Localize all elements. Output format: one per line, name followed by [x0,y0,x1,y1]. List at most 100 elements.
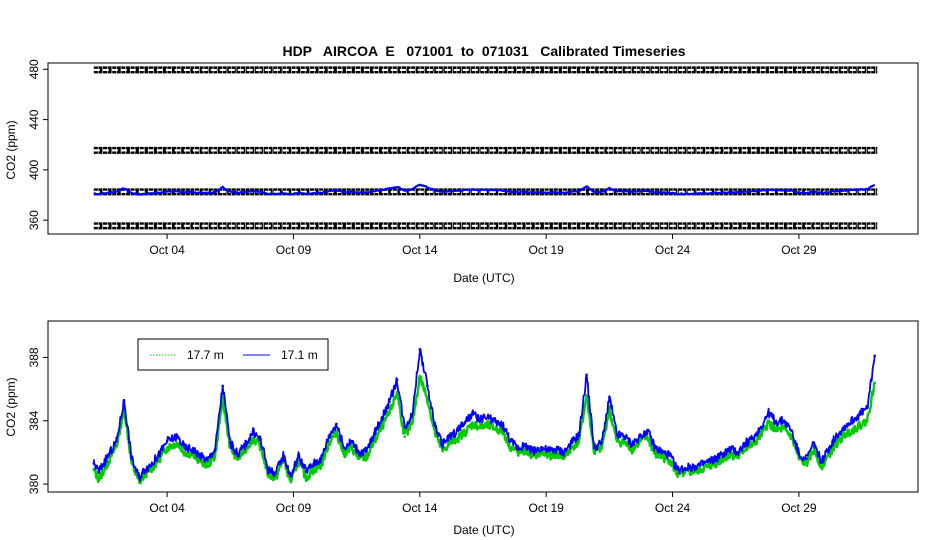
data-point [646,429,649,432]
legend-label-17-1m: 17.1 m [281,348,318,362]
data-point [388,411,391,415]
data-point [547,449,550,453]
top-plot-frame [47,62,919,235]
data-point [858,413,861,416]
data-point [592,446,596,450]
x-tick-label: Oct 14 [402,243,438,257]
data-point [259,438,262,442]
data-point [143,468,146,472]
data-point [600,441,604,445]
data-point [827,446,831,450]
data-point [509,446,513,450]
data-point [706,460,710,464]
data-point [380,425,384,429]
data-point [805,457,808,461]
x-tick-label: Oct 24 [655,243,691,257]
data-point [767,411,770,415]
data-point [456,436,460,440]
data-point [213,454,217,457]
data-point [320,457,323,461]
data-point [165,440,169,443]
data-point [668,459,672,462]
x-tick-label: Oct 29 [781,243,817,257]
data-point [357,451,361,454]
data-point [585,373,588,377]
data-point [448,435,452,438]
x-tick-label: Oct 24 [655,501,691,515]
top-x-axis-title: Date (UTC) [453,271,514,285]
data-point [820,460,823,464]
data-point [282,454,285,457]
data-point [158,457,161,461]
data-point [122,398,126,402]
top-x-axis: Oct 04 Oct 09 Oct 14 Oct 19 Oct 24 Oct 29 [149,234,817,257]
data-point [676,473,679,476]
data-point [509,440,513,443]
data-point [115,444,118,448]
x-tick-label: Oct 29 [781,501,817,515]
data-point [115,440,118,443]
top-y-axis-title: CO2 (ppm) [4,120,18,179]
data-point [714,457,717,461]
data-point [448,441,452,445]
data-point [797,452,801,456]
data-point [236,452,240,456]
data-point [198,454,202,457]
data-point [608,395,611,399]
data-point [130,462,133,465]
data-point [721,457,725,461]
data-point [555,448,558,451]
data-point [600,446,604,450]
data-point [767,421,770,424]
data-point [812,441,816,445]
data-point [206,459,209,462]
data-point [441,449,444,453]
bottom-plot-frame [47,320,919,493]
data-point [759,425,763,429]
legend: 17.7 m 17.1 m [137,338,329,371]
data-point [206,463,209,467]
top-series-line [93,183,876,196]
data-point [426,384,429,388]
data-point [175,435,179,438]
data-point [661,451,664,454]
data-point [820,465,823,469]
data-point [608,408,611,412]
data-point [312,468,316,472]
data-point [410,422,414,426]
data-point [357,457,361,461]
data-point [759,433,763,437]
data-point [805,462,808,465]
data-point [297,454,300,457]
data-point [479,425,482,429]
data-point [312,462,316,465]
data-point [236,457,240,461]
data-point [464,430,467,434]
bottom-x-axis: Oct 04 Oct 09 Oct 14 Oct 19 Oct 24 Oct 29 [149,492,817,515]
data-point [843,433,846,437]
series-line [92,374,876,485]
data-point [320,463,323,467]
top-co2-series [93,183,876,196]
data-point [266,468,270,472]
data-point [403,435,407,438]
data-point [623,435,626,438]
data-point [251,436,255,440]
data-point [691,465,695,469]
data-point [501,424,505,427]
data-point [380,416,384,419]
data-point [158,452,161,456]
legend-box [137,338,329,371]
data-point [782,419,785,423]
data-point [873,381,876,385]
data-point [365,449,369,453]
data-point [342,446,346,450]
data-point [183,446,187,450]
data-point [327,435,331,438]
data-point [274,476,278,480]
data-point [774,421,778,424]
y-tick-label: 380 [27,474,41,494]
data-point [350,440,353,443]
y-tick-label: 400 [27,160,41,180]
